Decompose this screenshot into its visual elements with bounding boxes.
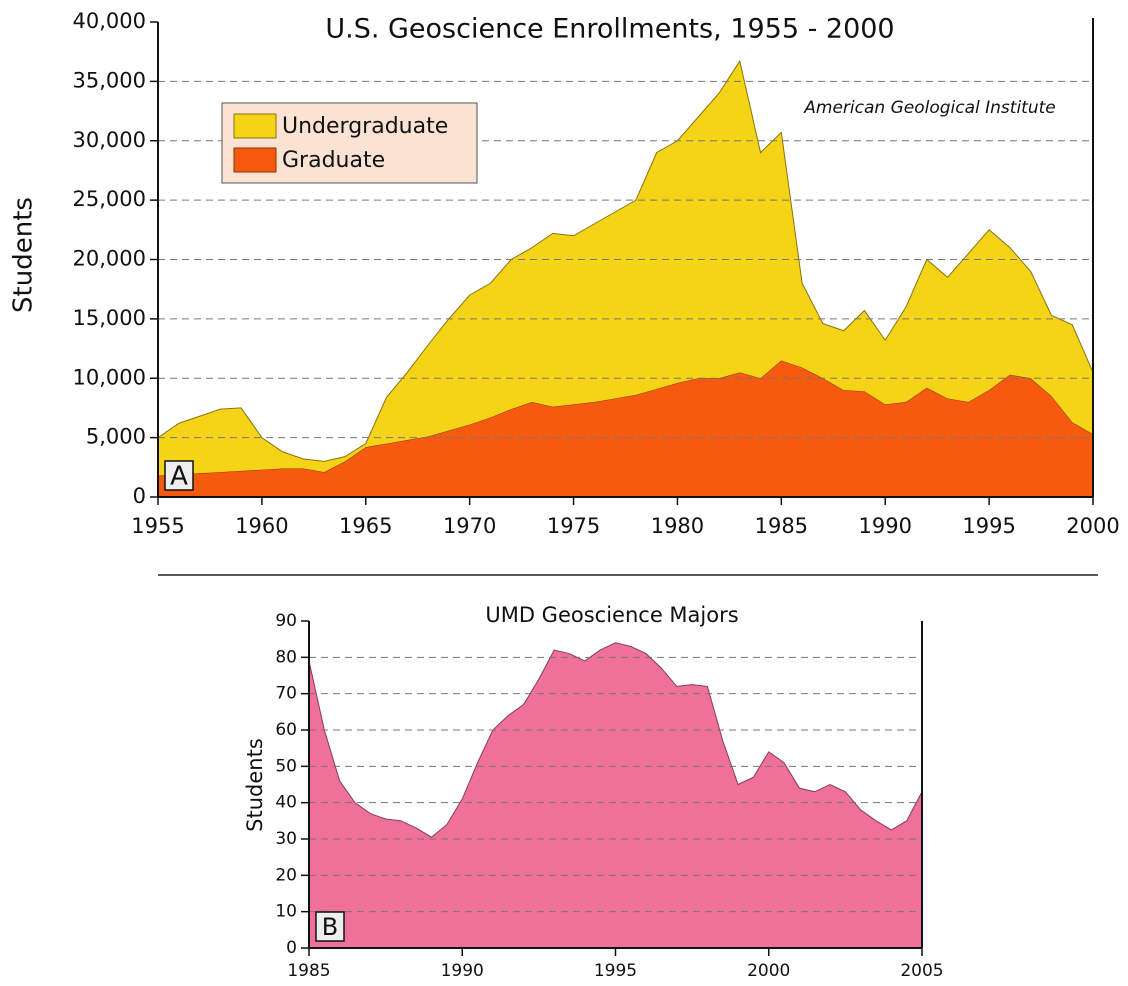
x-tick-label: 1995	[962, 514, 1015, 538]
area-edge	[308, 642, 923, 838]
area	[158, 61, 1093, 476]
y-tick-label: 40	[275, 793, 297, 813]
y-tick-label: 40,000	[73, 9, 146, 33]
y-tick-label: 90	[275, 611, 297, 631]
x-tick-label: 2000	[747, 961, 790, 981]
legend-swatch	[233, 113, 277, 139]
x-tick-label: 1970	[443, 514, 496, 538]
y-axis-label: Students	[9, 197, 39, 313]
chart-panel: 0 5,000 10,000 15,000 20,000 25,000 30,000 35,0…	[9, 9, 1120, 538]
y-tick-label: 60	[275, 720, 297, 740]
x-tick-label: 1975	[547, 514, 600, 538]
y-tick-label: 30	[275, 829, 297, 849]
x-tick-label: 1990	[441, 961, 484, 981]
panel-label-box	[164, 460, 194, 491]
x-tick-label: 1985	[287, 961, 330, 981]
x-tick-label: 1990	[858, 514, 911, 538]
x-tick-label: 1965	[339, 514, 392, 538]
chart-title: UMD Geoscience Majors	[485, 603, 738, 627]
legend-label: Graduate	[282, 148, 385, 173]
y-tick-label: 15,000	[73, 306, 146, 330]
x-tick-label: 1980	[651, 514, 704, 538]
x-tick-label: 1960	[235, 514, 288, 538]
x-tick-label: 2005	[900, 961, 943, 981]
x-tick-label: 1955	[131, 514, 184, 538]
x-tick-label: 1995	[594, 961, 637, 981]
panel-label: B	[322, 913, 338, 941]
legend-swatch	[233, 147, 277, 173]
y-tick-label: 35,000	[73, 68, 146, 92]
panel-label-box	[315, 911, 345, 942]
y-tick-label: 0	[133, 484, 146, 508]
y-tick-label: 30,000	[73, 128, 146, 152]
chart-title: U.S. Geoscience Enrollments, 1955 - 2000	[325, 14, 894, 45]
y-tick-label: 50	[275, 756, 297, 776]
x-tick-label: 2000	[1066, 514, 1119, 538]
x-tick-label: 1985	[755, 514, 808, 538]
y-tick-label: 5,000	[86, 425, 146, 449]
annotation: American Geological Institute	[803, 98, 1055, 118]
y-tick-label: 70	[275, 684, 297, 704]
y-tick-label: 25,000	[73, 187, 146, 211]
y-tick-label: 20	[275, 865, 297, 885]
y-tick-label: 80	[275, 647, 297, 667]
area-edge	[157, 59, 1094, 462]
y-tick-label: 0	[286, 938, 297, 958]
y-tick-label: 20,000	[73, 247, 146, 271]
panel-label: A	[170, 462, 188, 492]
area	[158, 360, 1093, 497]
area-edge	[157, 359, 1094, 477]
legend-label: Undergraduate	[282, 114, 448, 139]
area	[309, 642, 922, 948]
chart-panel: 0 10 20 30 40 50 60 70 80 90 1985 1990 1995 2000 2005 U…	[243, 603, 944, 981]
y-tick-label: 10,000	[73, 365, 146, 389]
y-tick-label: 10	[275, 902, 297, 922]
y-axis-label: Students	[243, 738, 267, 832]
